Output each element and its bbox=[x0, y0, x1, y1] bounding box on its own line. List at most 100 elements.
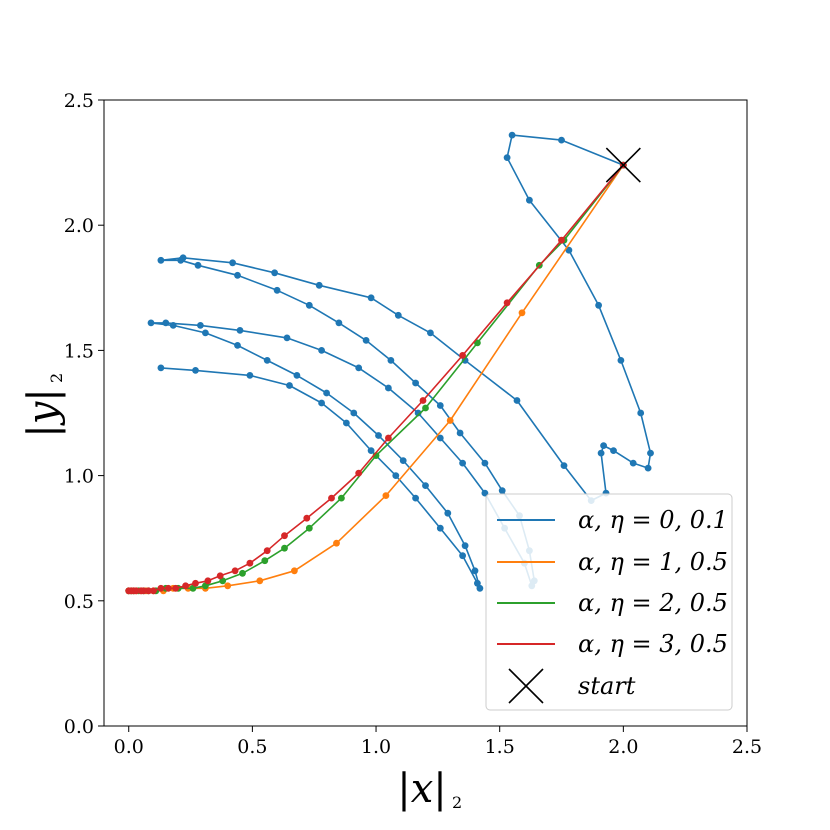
data-point bbox=[234, 271, 241, 279]
data-point bbox=[474, 339, 481, 347]
data-point bbox=[177, 256, 185, 264]
data-point bbox=[644, 464, 652, 472]
data-point bbox=[204, 577, 212, 585]
data-point bbox=[565, 246, 573, 254]
x-tick-label: 2.0 bbox=[608, 736, 638, 758]
data-point bbox=[157, 584, 165, 592]
data-point bbox=[172, 584, 180, 592]
data-point bbox=[281, 544, 288, 552]
data-point bbox=[459, 552, 466, 560]
data-point bbox=[162, 319, 170, 327]
data-point bbox=[145, 587, 152, 595]
legend-label-series-2: α, η = 2, 0.5 bbox=[578, 589, 728, 617]
legend-entry-series-0: α, η = 0, 0.1 bbox=[497, 506, 728, 534]
data-point bbox=[182, 582, 190, 590]
data-point bbox=[595, 301, 602, 309]
data-point bbox=[169, 322, 177, 329]
data-point bbox=[600, 442, 607, 449]
legend-entry-series-2: α, η = 2, 0.5 bbox=[497, 589, 728, 617]
data-point bbox=[375, 432, 382, 439]
data-point bbox=[335, 319, 343, 327]
data-point bbox=[399, 457, 407, 464]
data-point bbox=[256, 577, 264, 585]
data-point bbox=[414, 409, 422, 417]
data-point bbox=[412, 379, 419, 387]
y-tick-label: 0.5 bbox=[64, 591, 94, 613]
legend-label-series-0: α, η = 0, 0.1 bbox=[578, 506, 728, 534]
x-tick-label: 0.5 bbox=[237, 736, 267, 758]
data-point bbox=[385, 384, 392, 392]
data-point bbox=[328, 494, 335, 502]
data-point bbox=[459, 352, 466, 359]
data-point bbox=[231, 567, 239, 575]
data-point bbox=[385, 434, 392, 442]
data-point bbox=[333, 539, 340, 547]
x-tick-label: 1.5 bbox=[485, 736, 515, 758]
data-point bbox=[291, 567, 298, 575]
data-point bbox=[216, 572, 224, 580]
data-point bbox=[436, 434, 444, 442]
data-point bbox=[518, 309, 526, 317]
data-point bbox=[382, 492, 390, 499]
data-point bbox=[343, 419, 350, 427]
series-3 bbox=[125, 161, 627, 595]
data-point bbox=[246, 559, 254, 567]
legend-entry-series-3: α, η = 3, 0.5 bbox=[497, 630, 728, 658]
data-point bbox=[192, 579, 199, 587]
data-point bbox=[427, 329, 434, 337]
data-point bbox=[436, 402, 444, 409]
data-point bbox=[137, 587, 145, 595]
data-point bbox=[474, 579, 481, 587]
data-point bbox=[271, 269, 278, 277]
x-tick-label: 2.5 bbox=[732, 736, 762, 758]
y-axis-label: |y| bbox=[20, 388, 66, 438]
data-point bbox=[293, 372, 301, 379]
data-point bbox=[367, 294, 375, 302]
data-point bbox=[194, 261, 202, 269]
legend-label-series-3: α, η = 3, 0.5 bbox=[578, 630, 728, 658]
data-point bbox=[422, 482, 429, 489]
data-point bbox=[459, 459, 466, 467]
data-point bbox=[362, 337, 370, 344]
data-point bbox=[239, 569, 246, 577]
data-point bbox=[350, 409, 358, 417]
y-tick-label: 2.0 bbox=[64, 215, 94, 237]
data-point bbox=[637, 409, 645, 417]
data-point bbox=[498, 487, 506, 494]
plot-area bbox=[125, 131, 654, 595]
data-point bbox=[283, 334, 291, 342]
data-point bbox=[323, 389, 330, 397]
data-point bbox=[367, 447, 375, 454]
data-point bbox=[147, 319, 155, 327]
legend-entry-start: start bbox=[508, 668, 636, 704]
data-point bbox=[125, 587, 133, 595]
legend-label-series-1: α, η = 1, 0.5 bbox=[578, 548, 728, 576]
legend-entry-series-1: α, η = 1, 0.5 bbox=[497, 548, 728, 576]
data-point bbox=[318, 347, 325, 354]
data-point bbox=[513, 397, 521, 404]
data-point bbox=[192, 367, 199, 374]
data-point bbox=[481, 459, 489, 467]
x-tick-label: 1.0 bbox=[361, 736, 391, 758]
data-point bbox=[558, 136, 565, 144]
data-point bbox=[387, 357, 395, 364]
y-tick-label: 0.0 bbox=[64, 716, 94, 738]
data-point bbox=[597, 449, 605, 457]
legend-start-marker bbox=[508, 668, 544, 704]
data-point bbox=[481, 489, 489, 497]
data-point bbox=[610, 447, 617, 454]
data-point bbox=[303, 514, 311, 522]
data-point bbox=[444, 509, 452, 517]
data-point bbox=[202, 329, 209, 337]
data-point bbox=[436, 524, 444, 532]
data-point bbox=[617, 357, 625, 364]
y-axis-label-subscript: 2 bbox=[47, 373, 66, 383]
data-point bbox=[629, 459, 637, 467]
data-point bbox=[558, 236, 565, 244]
x-tick-label: 0.0 bbox=[114, 736, 144, 758]
data-point bbox=[355, 469, 363, 477]
axes-frame bbox=[103, 99, 748, 727]
data-point bbox=[338, 494, 345, 502]
y-tick-label: 1.0 bbox=[64, 466, 94, 488]
